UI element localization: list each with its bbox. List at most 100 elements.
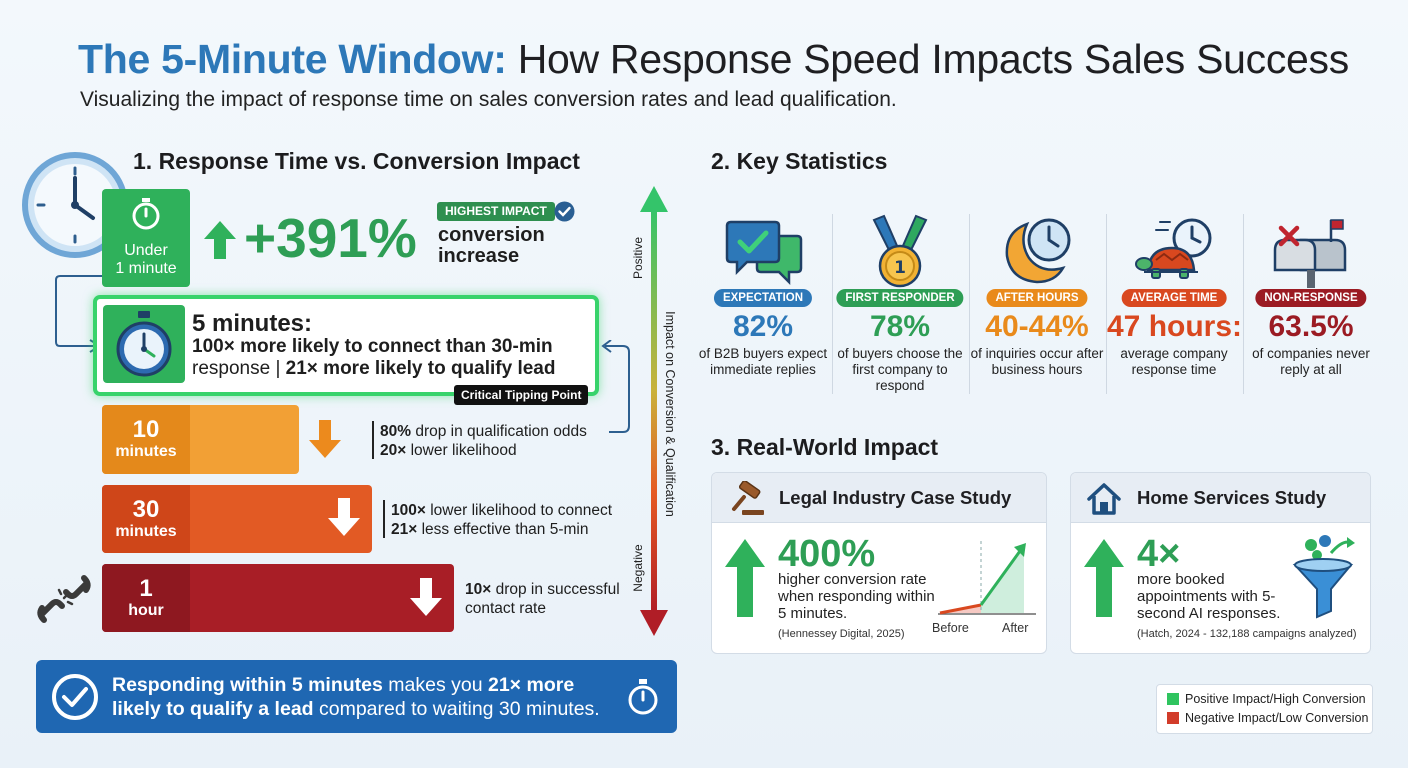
- home-services-card: Home Services Study 4× more booked appoi…: [1070, 472, 1371, 654]
- conversion-increase-desc: conversion increase: [438, 225, 545, 267]
- thirty-note-b1: 100×: [391, 502, 426, 519]
- house-icon: [1087, 483, 1121, 515]
- down-arrow-icon: [410, 578, 442, 616]
- one-hour-label: 1 hour: [102, 567, 190, 629]
- ten-note-divider: [372, 421, 374, 459]
- ten-minutes-note: 80% drop in qualification odds 20× lower…: [380, 422, 587, 460]
- stopwatch-icon: [132, 198, 160, 230]
- stat-tag: EXPECTATION: [713, 289, 813, 307]
- mailbox-x-icon: [1273, 219, 1347, 288]
- gavel-icon: [732, 481, 764, 515]
- thirty-note-b2: 21×: [391, 521, 418, 538]
- legend: Positive Impact/High Conversion Negative…: [1156, 684, 1373, 734]
- axis-positive-wrap: Positive: [629, 232, 647, 284]
- stat-tag: FIRST RESPONDER: [836, 289, 964, 307]
- home-card-source: (Hatch, 2024 - 132,188 campaigns analyze…: [1137, 628, 1357, 640]
- hour-label-line1: 1: [139, 575, 153, 602]
- check-circle-icon: [52, 674, 98, 720]
- one-hour-label-bg: [102, 564, 190, 632]
- stat-value: 63.5%: [1268, 310, 1354, 343]
- axis-title-label: Impact on Conversion & Qualification: [663, 311, 677, 517]
- callout-text: Responding within 5 minutes makes you 21…: [112, 673, 600, 721]
- thirty-minutes-label-bg: [102, 485, 190, 553]
- stat-divider: [969, 214, 970, 394]
- stat-divider: [1106, 214, 1107, 394]
- page-title: The 5-Minute Window: How Response Speed …: [78, 34, 1378, 84]
- impact-axis-arrow: [640, 186, 668, 636]
- funnel-icon: [1292, 535, 1355, 619]
- ten-note-b2: 20×: [380, 442, 407, 459]
- legal-chart-before: Before: [932, 621, 969, 635]
- section2-title: 2. Key Statistics: [711, 148, 888, 174]
- axis-negative-label: Negative: [631, 544, 645, 592]
- legal-card-title: Legal Industry Case Study: [779, 487, 1012, 508]
- callout-b3: likely to qualify a lead: [112, 698, 314, 720]
- section3-title: 3. Real-World Impact: [711, 434, 939, 460]
- hour-label-line2: hour: [128, 602, 164, 619]
- stat-first-responder: 1 FIRST RESPONDER 78% of buyers choose t…: [833, 212, 967, 398]
- stat-desc: of companies never reply at all: [1252, 346, 1370, 377]
- stat-value: 47 hours:: [1107, 310, 1243, 343]
- legend-negative-label: Negative Impact/Low Conversion: [1185, 711, 1369, 725]
- stat-value: 82%: [732, 310, 794, 343]
- stat-after-hours: AFTER HOURS 40-44% of inquiries occur af…: [970, 212, 1104, 398]
- ten-label-line2: minutes: [115, 443, 177, 460]
- five-minutes-title: 5 minutes:: [192, 310, 313, 337]
- up-arrow-icon: [725, 539, 765, 617]
- ten-note-r1: drop in qualification odds: [411, 423, 587, 440]
- home-card-value: 4×: [1137, 533, 1181, 575]
- one-hour-note: 10× drop in successful contact rate: [465, 580, 620, 618]
- under-1-label-line2: 1 minute: [115, 260, 177, 277]
- highest-impact-badge: HIGHEST IMPACT: [437, 202, 555, 221]
- ten-label-line1: 10: [132, 416, 160, 443]
- legal-card-value: 400%: [778, 533, 876, 575]
- moon-clock-icon: [1005, 218, 1071, 284]
- chat-check-icon: [725, 220, 803, 286]
- ten-minutes-label-bg: [102, 405, 190, 474]
- title-rest: How Response Speed Impacts Sales Success: [517, 36, 1350, 82]
- medal-icon: 1: [872, 214, 928, 288]
- down-arrow-icon: [309, 420, 341, 458]
- conversion-desc-line1: conversion: [438, 224, 545, 246]
- legal-case-card: Legal Industry Case Study 400% higher co…: [711, 472, 1047, 654]
- axis-negative-wrap: Negative: [629, 538, 647, 598]
- thirty-note-r2: less effective than 5-min: [417, 521, 589, 538]
- title-highlight: The 5-Minute Window:: [78, 36, 507, 82]
- stat-value: 78%: [869, 310, 931, 343]
- legal-card-desc: higher conversion rate when responding w…: [778, 571, 935, 622]
- stat-desc: of B2B buyers expect immediate replies: [698, 346, 828, 377]
- five-minute-callout: [36, 660, 677, 733]
- under-1-minute-label: Under 1 minute: [102, 238, 190, 282]
- hour-note-line2: contact rate: [465, 600, 546, 617]
- thirty-minutes-label: 30 minutes: [102, 488, 190, 550]
- section1-title: 1. Response Time vs. Conversion Impact: [133, 148, 580, 174]
- axis-title-wrap: Impact on Conversion & Qualification: [660, 300, 680, 528]
- stat-divider: [1243, 214, 1244, 394]
- conversion-desc-line2: increase: [438, 245, 520, 267]
- down-arrow-icon: [328, 498, 360, 536]
- stat-desc: of inquiries occur after business hours: [970, 346, 1104, 377]
- callout-t1: makes you: [382, 674, 488, 696]
- stat-value: 40-44%: [985, 310, 1089, 343]
- stat-desc: of buyers choose the first company to re…: [837, 346, 963, 393]
- axis-positive-label: Positive: [631, 236, 645, 280]
- stat-tag: AFTER HOURS: [986, 289, 1088, 307]
- stat-tag: AVERAGE TIME: [1121, 289, 1227, 307]
- legend-swatch-green: [1167, 693, 1179, 705]
- hour-note-r1: drop in successful: [491, 581, 620, 598]
- stat-expectation: EXPECTATION 82% of B2B buyers expect imm…: [696, 212, 830, 398]
- stat-divider: [832, 214, 833, 394]
- connector-arrow-right: [601, 340, 630, 433]
- legend-swatch-red: [1167, 712, 1179, 724]
- stat-average-time: AVERAGE TIME 47 hours: average company r…: [1107, 212, 1243, 398]
- thirty-note-r1: lower likelihood to connect: [425, 502, 613, 519]
- legal-card-source: (Hennessey Digital, 2025): [778, 628, 905, 640]
- under-1-label-line1: Under: [124, 242, 168, 259]
- legend-positive: Positive Impact/High Conversion: [1167, 692, 1366, 706]
- stat-non-response: NON-RESPONSE 63.5% of companies never re…: [1244, 212, 1378, 398]
- turtle-clock-icon: [1135, 218, 1212, 279]
- stopwatch-icon: [116, 311, 172, 377]
- five-minutes-desc: 100× more likely to connect than 30-min …: [192, 336, 555, 380]
- thirty-note-divider: [383, 500, 385, 538]
- legend-positive-label: Positive Impact/High Conversion: [1185, 692, 1366, 706]
